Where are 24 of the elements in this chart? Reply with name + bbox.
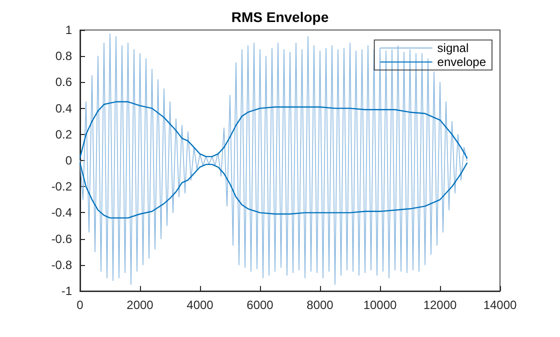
x-tick-label: 4000 — [186, 298, 214, 312]
x-tick-label: 8000 — [306, 298, 334, 312]
line-series — [79, 162, 468, 219]
x-tick-label: 14000 — [483, 298, 518, 312]
y-tick-label: 0.6 — [55, 75, 72, 90]
y-tick-label: -0.6 — [51, 232, 72, 246]
y-tick-label: -0.8 — [51, 258, 72, 272]
y-tick-label: 0.8 — [55, 49, 72, 64]
y-tick-label: 0 — [65, 154, 72, 168]
y-tick-label: -0.4 — [51, 206, 72, 220]
y-tick-label: 1 — [65, 23, 72, 37]
y-tick-label: -1 — [61, 284, 72, 298]
line-series — [79, 101, 468, 158]
y-tick-label: 0.2 — [55, 127, 72, 142]
y-tick-label: -0.2 — [51, 180, 72, 194]
chart-title: RMS Envelope — [231, 9, 329, 25]
x-tick-label: 0 — [76, 298, 84, 312]
y-tick-label: 0.4 — [55, 101, 72, 116]
x-tick-label: 2000 — [126, 298, 154, 312]
x-tick-label: 10000 — [363, 298, 398, 312]
legend-label: envelope — [437, 55, 486, 69]
x-tick-label: 6000 — [246, 298, 274, 312]
legend-label: signal — [437, 41, 469, 55]
x-tick-label: 12000 — [423, 298, 458, 312]
